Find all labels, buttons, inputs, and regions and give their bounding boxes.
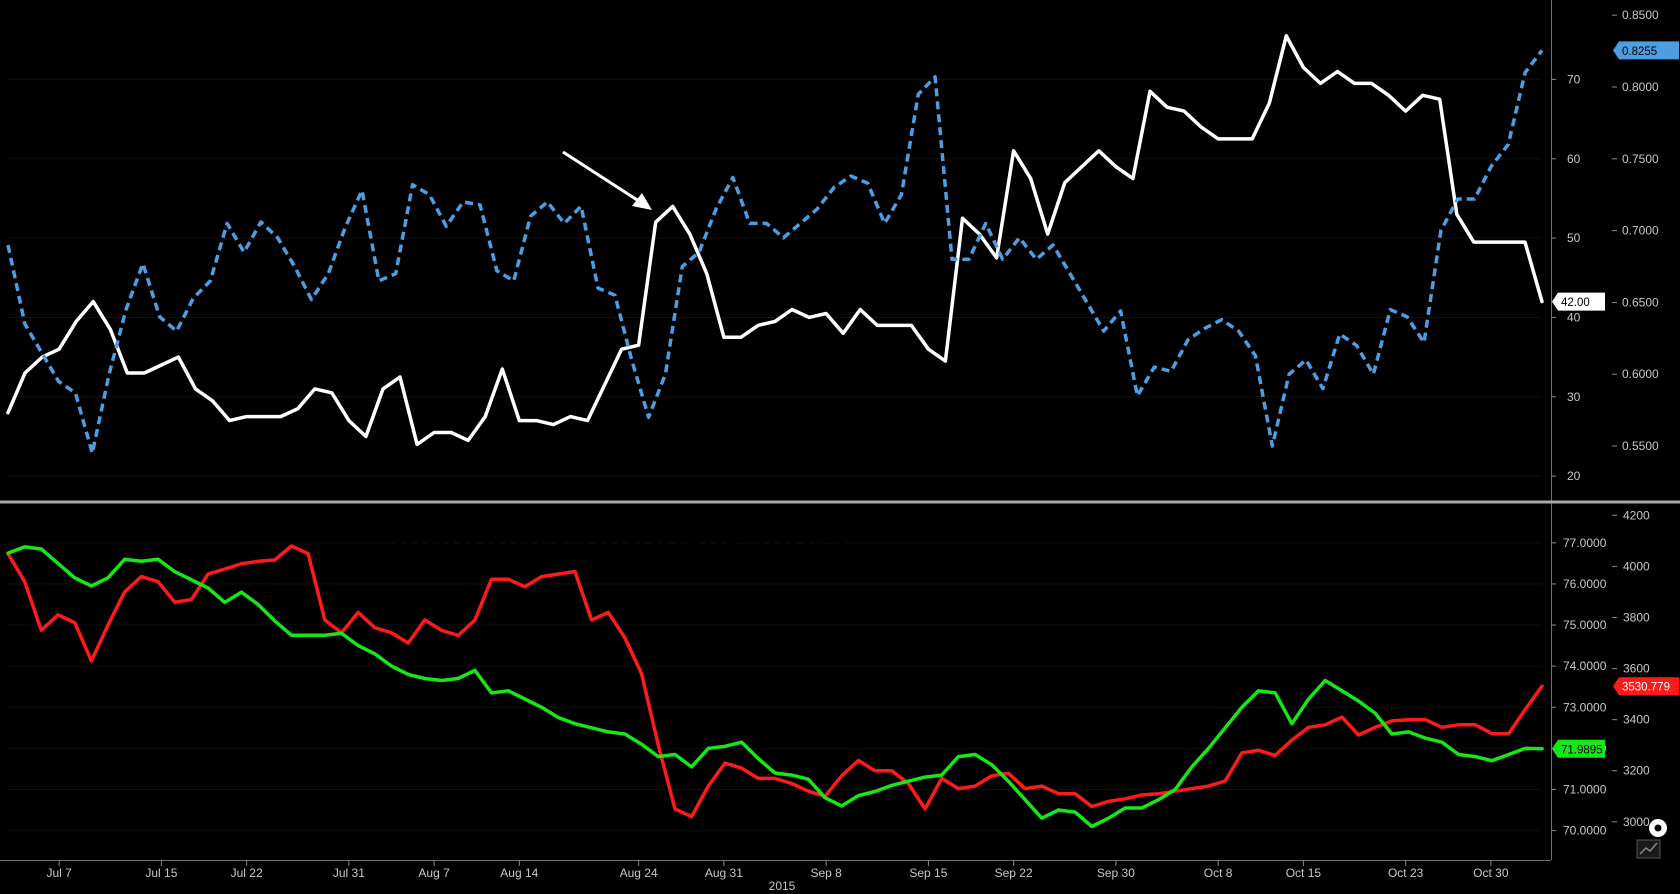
outer-axis-tick-label: 3800	[1623, 610, 1650, 624]
inner-axis-tick-label: 76.0000	[1563, 577, 1607, 591]
inner-axis-tick-label: 40	[1567, 310, 1581, 324]
outer-axis-tick-label: 0.7000	[1622, 224, 1659, 238]
x-axis-tick-label: Jul 22	[231, 866, 263, 880]
x-axis-tick-label: Aug 24	[620, 866, 658, 880]
last-value-tag-text: 71.9895	[1561, 744, 1603, 756]
x-axis-tick-label: Sep 22	[995, 866, 1033, 880]
x-axis-tick-label: Oct 15	[1286, 866, 1322, 880]
x-axis-year-label: 2015	[769, 879, 796, 893]
outer-axis-tick-label: 0.5500	[1622, 439, 1659, 453]
series-layer	[6, 34, 1544, 829]
annotation-emerging-market-currencies: Emerging-Market Currencies	[868, 624, 1384, 665]
last-value-tag-shanghai-composite-index	[1613, 677, 1679, 696]
chart-type-icon-line	[1639, 842, 1658, 855]
axis-layer: 70 60 50 40 30 20 0.8500 0.8000 0.7500 0.7000 0.65…	[1551, 8, 1659, 838]
annotation-arrow-line	[562, 150, 646, 207]
outer-axis-tick-label: 4000	[1623, 559, 1650, 573]
last-value-tag-text: 3530.779	[1622, 682, 1670, 694]
x-axis-tick-label: Sep 30	[1097, 866, 1135, 880]
annotation-us-2yr-yield: U.S. 2Yr Yield	[1121, 250, 1360, 291]
last-value-tag-text: 42.00	[1561, 297, 1590, 309]
last-value-tag-u-s-2yr-yield	[1613, 41, 1679, 60]
outer-axis-tick-label: 4200	[1623, 508, 1650, 522]
x-axis-tick-label: Jul 31	[333, 866, 365, 880]
outer-axis-tick-label: 3200	[1623, 764, 1650, 778]
inner-axis-tick-label: 50	[1567, 231, 1581, 245]
x-axis-tick-label: Sep 8	[810, 866, 842, 880]
outer-axis-tick-label: 0.6500	[1622, 295, 1659, 309]
settings-dot-icon-inner	[1654, 824, 1662, 832]
series-line-u-s-2yr-yield	[6, 49, 1544, 455]
outer-axis-tick-label: 0.8500	[1622, 8, 1659, 22]
x-axis-tick-label: Aug 14	[500, 866, 538, 880]
last-value-tag-emerging-market-currencies	[1552, 739, 1605, 758]
annotation-arrow-head	[632, 193, 652, 210]
outer-axis-tick-label: 0.7500	[1622, 152, 1659, 166]
top-panel-gridlines	[8, 78, 1542, 477]
x-axis-tick-label: Aug 7	[418, 866, 450, 880]
x-axis-tick-label: Jul 15	[145, 866, 177, 880]
outer-axis-tick-label: 3400	[1623, 713, 1650, 727]
last-value-tag-text: 0.8255	[1622, 46, 1657, 58]
inner-axis-tick-label: 20	[1567, 469, 1581, 483]
inner-axis-tick-label: 74.0000	[1563, 659, 1607, 673]
x-axis-tick-label: Oct 30	[1473, 866, 1509, 880]
inner-axis-tick-label: 30	[1567, 390, 1581, 404]
outer-axis-tick-label: 0.8000	[1622, 80, 1659, 94]
x-axis: Jul 7 Jul 15 Jul 22 Jul 31 Aug 7 Aug 14 Aug 24…	[46, 860, 1509, 880]
last-value-tags: 0.8255 42.00 3530.779 71.9895	[1552, 41, 1679, 758]
outer-axis-tick-label: 3000	[1623, 815, 1650, 829]
series-line-emerging-market-currencies	[6, 545, 1544, 829]
x-axis-tick-label: Jul 7	[46, 866, 72, 880]
last-value-tag-odds-of-no-dec-liftoff	[1552, 292, 1605, 311]
inner-axis-tick-label: 73.0000	[1563, 700, 1607, 714]
annotation-odds-of-no-dec-liftoff: Odds of No Dec. Liftoff	[245, 104, 638, 145]
inner-axis-tick-label: 75.0000	[1563, 618, 1607, 632]
inner-axis-tick-label: 60	[1567, 152, 1581, 166]
outer-axis-tick-label: 3600	[1623, 662, 1650, 676]
x-axis-tick-label: Oct 8	[1204, 866, 1233, 880]
annotation-shanghai-composite-index: Shanghai Composite Index	[378, 519, 853, 560]
bottom-panel-gridlines	[8, 542, 1542, 832]
inner-axis-tick-label: 70.0000	[1563, 824, 1607, 838]
x-axis-tick-label: Aug 31	[705, 866, 743, 880]
inner-axis-tick-label: 70	[1567, 72, 1581, 86]
inner-axis-tick-label: 77.0000	[1563, 536, 1607, 550]
inner-axis-tick-label: 71.0000	[1563, 782, 1607, 796]
outer-axis-tick-label: 0.6000	[1622, 367, 1659, 381]
x-axis-tick-label: Sep 15	[909, 866, 947, 880]
series-line-shanghai-composite-index	[6, 544, 1544, 819]
series-line-odds-of-no-dec-liftoff	[6, 34, 1544, 447]
x-axis-tick-label: Oct 23	[1388, 866, 1424, 880]
